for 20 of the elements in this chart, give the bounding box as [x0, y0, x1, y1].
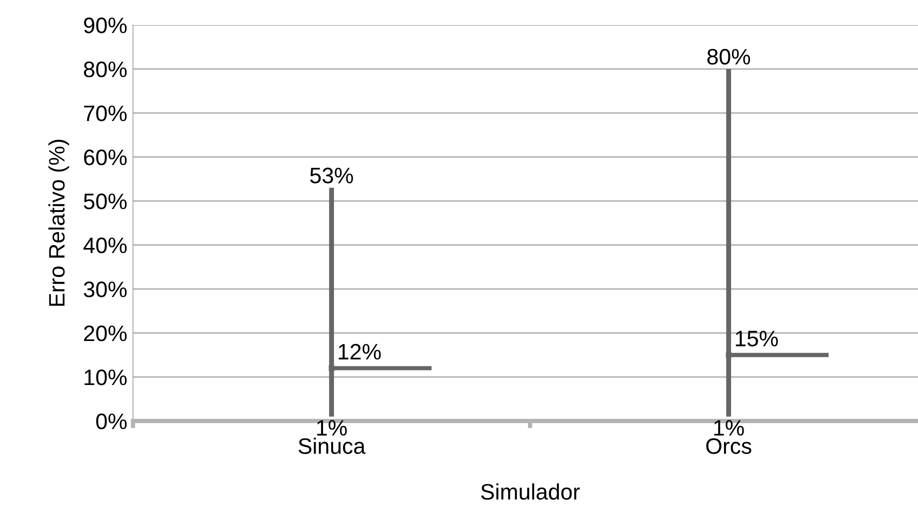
- y-tick-label: 60%: [84, 150, 127, 166]
- y-tick-label: 90%: [84, 18, 127, 34]
- y-axis-title: Erro Relativo (%): [48, 140, 70, 306]
- y-tick-label: 20%: [84, 326, 127, 342]
- y-tick-label: 0%: [96, 414, 127, 430]
- x-tick-label: Sinuca: [298, 438, 366, 454]
- annotation: 80%: [707, 48, 750, 65]
- y-tick-label: 50%: [84, 194, 127, 210]
- annotation: 15%: [736, 330, 778, 346]
- y-tick-label: 30%: [84, 282, 127, 298]
- y-tick-label: 40%: [83, 238, 127, 254]
- x-axis-title: Simulador: [481, 483, 580, 500]
- annotation: 1%: [714, 420, 744, 436]
- y-tick-label: 70%: [84, 106, 127, 122]
- annotation: 12%: [338, 344, 381, 360]
- x-tick-label: Orcs: [706, 438, 752, 454]
- annotation: 1%: [317, 420, 347, 436]
- y-tick-label: 10%: [84, 370, 127, 386]
- y-tick-label: 80%: [84, 62, 127, 78]
- annotation: 53%: [310, 168, 353, 184]
